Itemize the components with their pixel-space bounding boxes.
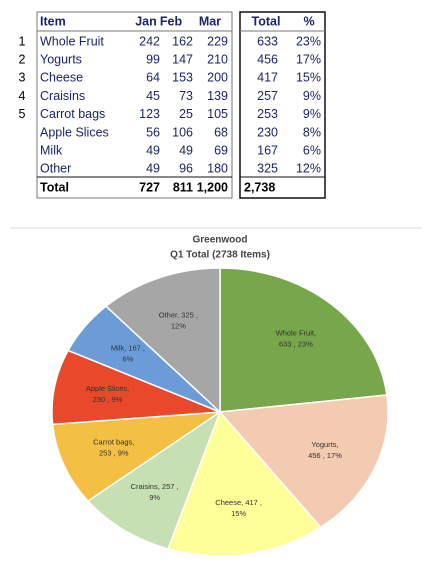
cell: 123	[139, 107, 160, 121]
header-cell: Jan	[135, 14, 157, 28]
pie-slice	[104, 267, 221, 414]
slice-label: Craisins, 257 ,	[131, 482, 179, 491]
cell: 456	[257, 52, 278, 66]
cell: 49	[146, 143, 160, 157]
cell: Milk	[40, 143, 63, 157]
cell: 49	[179, 143, 193, 157]
cell: 49	[146, 162, 160, 176]
pie-slice	[51, 411, 223, 503]
total-cell: 1,200	[197, 180, 228, 194]
rank: 2	[19, 52, 26, 66]
cell: 417	[257, 71, 278, 85]
slice-label: Other, 325 ,	[159, 310, 198, 319]
cell: 56	[146, 125, 160, 139]
rank: 1	[19, 34, 26, 48]
slice-label: 253 , 9%	[99, 448, 129, 457]
cell: 106	[172, 125, 193, 139]
cell: Cheese	[40, 71, 83, 85]
total-cell: 811	[173, 180, 193, 194]
rank: 5	[19, 107, 26, 121]
cell: 12%	[296, 162, 321, 176]
slice-label: 456 , 17%	[308, 451, 342, 460]
cell: 242	[139, 34, 160, 48]
cell: 25	[179, 107, 193, 121]
slice-label: Carrot bags,	[93, 437, 134, 446]
slice-label: 12%	[171, 321, 186, 330]
chart-subtitle: Q1 Total (2738 Items)	[170, 250, 270, 261]
pie-slice	[218, 394, 389, 529]
slice-label: 9%	[149, 493, 160, 502]
cell: 325	[257, 162, 278, 176]
cell: 633	[257, 34, 278, 48]
cell: 230	[257, 125, 278, 139]
cell: Carrot bags	[40, 107, 105, 121]
pie-slice	[219, 267, 388, 413]
rank: 4	[19, 89, 26, 103]
total-cell: Total	[40, 180, 69, 194]
cell: 257	[257, 89, 278, 103]
cell: 69	[214, 143, 228, 157]
total-box	[239, 11, 326, 199]
header-cell: Mar	[199, 14, 221, 28]
cell: 68	[214, 125, 228, 139]
cell: Other	[40, 162, 71, 176]
cell: 73	[179, 89, 193, 103]
pie-slice	[167, 410, 322, 557]
slice-label: Milk, 167 ,	[111, 344, 145, 353]
slice-label: Apple Slices,	[86, 384, 129, 393]
chart-title: Greenwood	[192, 235, 247, 246]
cell: 139	[207, 89, 228, 103]
header-cell: Total	[252, 14, 281, 28]
slice-label: 230 , 9%	[93, 395, 123, 404]
cell: 99	[146, 52, 160, 66]
cell: 180	[207, 162, 228, 176]
cell: Craisins	[40, 89, 85, 103]
header-cell: Feb	[160, 14, 183, 28]
cell: 153	[172, 71, 193, 85]
cell: 17%	[296, 52, 321, 66]
slice-label: Whole Fruit,	[276, 328, 316, 337]
cell: 45	[146, 89, 160, 103]
slice-label: 15%	[231, 509, 246, 518]
cell: 253	[257, 107, 278, 121]
cell: 8%	[303, 125, 321, 139]
table-box	[36, 11, 233, 199]
cell: 167	[257, 143, 278, 157]
pie-slice	[86, 410, 222, 550]
slice-label: 633 , 23%	[279, 339, 313, 348]
pie-slice	[51, 349, 221, 426]
slice-label: 6%	[122, 355, 133, 364]
cell: 64	[146, 71, 160, 85]
cell: 162	[172, 34, 193, 48]
total-cell: 2,738	[244, 180, 275, 194]
cell: 23%	[296, 34, 321, 48]
cell: 96	[179, 162, 193, 176]
cell: 105	[207, 107, 228, 121]
cell: Apple Slices	[40, 125, 109, 139]
cell: Whole Fruit	[40, 34, 104, 48]
cell: 9%	[303, 107, 321, 121]
cell: 210	[207, 52, 228, 66]
header-cell: %	[303, 14, 314, 28]
cell: Yogurts	[40, 52, 82, 66]
header-cell: Item	[40, 14, 66, 28]
total-cell: 727	[139, 180, 160, 194]
slice-label: Yogurts,	[311, 440, 338, 449]
slice-label: Cheese, 417 ,	[215, 498, 262, 507]
cell: 200	[207, 71, 228, 85]
rank: 3	[19, 71, 26, 85]
cell: 147	[172, 52, 193, 66]
cell: 9%	[303, 89, 321, 103]
cell: 6%	[303, 143, 321, 157]
cell: 15%	[296, 71, 321, 85]
cell: 229	[207, 34, 228, 48]
